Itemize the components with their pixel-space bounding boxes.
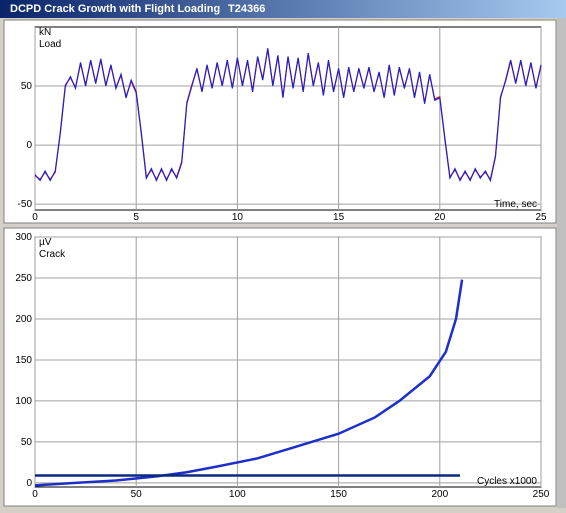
scroll-strip: [557, 18, 566, 508]
x-tick-label: 0: [32, 212, 38, 223]
y-label: Load: [39, 39, 61, 50]
data-line: [34, 279, 464, 487]
data-line: [34, 48, 542, 183]
y-tick-label: 100: [15, 396, 32, 407]
y-tick-label: 300: [15, 232, 32, 243]
x-tick-label: 25: [535, 212, 547, 223]
window-title: DCPD Crack Growth with Flight Loading: [10, 3, 220, 15]
x-label: Cycles x1000: [477, 476, 537, 487]
x-tick-label: 150: [330, 489, 347, 500]
x-tick-label: 20: [434, 212, 446, 223]
y-tick-label: 200: [15, 314, 32, 325]
x-label: Time, sec: [494, 199, 537, 210]
x-tick-label: 0: [32, 489, 38, 500]
y-label: Crack: [39, 249, 66, 260]
y-tick-label: 150: [15, 355, 32, 366]
x-tick-label: 250: [533, 489, 550, 500]
x-tick-label: 15: [333, 212, 345, 223]
y-tick-label: -50: [18, 199, 33, 210]
x-tick-label: 5: [133, 212, 139, 223]
x-tick-label: 10: [232, 212, 244, 223]
y-tick-label: 50: [21, 437, 33, 448]
title-bar: [0, 0, 566, 18]
x-tick-label: 50: [131, 489, 143, 500]
x-tick-label: 200: [431, 489, 448, 500]
y-unit: kN: [39, 27, 51, 38]
y-unit: µV: [39, 237, 52, 248]
specimen-id: T24366: [228, 3, 265, 15]
y-tick-label: 0: [26, 140, 32, 151]
y-tick-label: 50: [21, 81, 33, 92]
plot-area: [34, 26, 542, 211]
y-tick-label: 0: [26, 478, 32, 489]
y-tick-label: 250: [15, 273, 32, 284]
x-tick-label: 100: [229, 489, 246, 500]
